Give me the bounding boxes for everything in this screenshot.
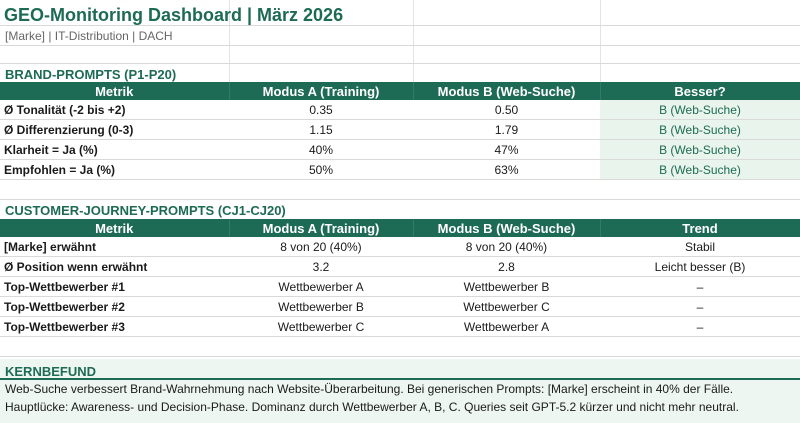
mode-a-cell[interactable]: 0.35 <box>229 100 413 120</box>
table-row: Top-Wettbewerber #3 Wettbewerber C Wettb… <box>0 316 800 337</box>
column-header-better: Besser? <box>600 82 800 100</box>
table-row: [Marke] erwähnt 8 von 20 (40%) 8 von 20 … <box>0 237 800 257</box>
mode-a-cell[interactable]: Wettbewerber B <box>229 296 413 317</box>
row-divider <box>0 63 800 64</box>
mode-b-cell[interactable]: 8 von 20 (40%) <box>413 237 600 257</box>
mode-a-cell[interactable]: 50% <box>229 159 413 180</box>
mode-b-cell[interactable]: 47% <box>413 139 600 160</box>
column-divider <box>600 0 601 84</box>
journey-table: Metrik Modus A (Training) Modus B (Web-S… <box>0 219 800 337</box>
better-cell[interactable]: B (Web-Suche) <box>600 159 800 180</box>
better-cell[interactable]: B (Web-Suche) <box>600 100 800 120</box>
brand-header-row: Metrik Modus A (Training) Modus B (Web-S… <box>0 82 800 100</box>
kernbefund-divider <box>0 378 800 380</box>
row-divider <box>0 25 800 26</box>
mode-b-cell[interactable]: Wettbewerber A <box>413 316 600 337</box>
table-row: Empfohlen = Ja (%) 50% 63% B (Web-Suche) <box>0 159 800 180</box>
trend-cell[interactable]: – <box>600 316 800 337</box>
trend-cell[interactable]: – <box>600 296 800 317</box>
kernbefund-panel <box>0 359 800 423</box>
kernbefund-line-1[interactable]: Web-Suche verbessert Brand-Wahrnehmung n… <box>5 382 734 396</box>
metric-cell[interactable]: Top-Wettbewerber #3 <box>0 316 229 337</box>
column-divider <box>229 0 230 84</box>
brand-section-title: BRAND-PROMPTS (P1-P20) <box>5 67 177 82</box>
metric-cell[interactable]: [Marke] erwähnt <box>0 237 229 257</box>
mode-b-cell[interactable]: 63% <box>413 159 600 180</box>
better-cell[interactable]: B (Web-Suche) <box>600 119 800 140</box>
table-row: Top-Wettbewerber #1 Wettbewerber A Wettb… <box>0 276 800 297</box>
table-row: Ø Tonalität (-2 bis +2) 0.35 0.50 B (Web… <box>0 100 800 120</box>
column-header-mode-b: Modus B (Web-Suche) <box>413 82 601 100</box>
mode-b-cell[interactable]: 2.8 <box>413 256 600 277</box>
mode-a-cell[interactable]: Wettbewerber C <box>229 316 413 337</box>
metric-cell[interactable]: Top-Wettbewerber #1 <box>0 276 229 297</box>
trend-cell[interactable]: – <box>600 276 800 297</box>
column-header-metric: Metrik <box>0 219 230 237</box>
kernbefund-title: KERNBEFUND <box>5 364 96 379</box>
better-cell[interactable]: B (Web-Suche) <box>600 139 800 160</box>
page-subtitle: [Marke] | IT-Distribution | DACH <box>5 29 173 43</box>
row-divider <box>0 356 800 357</box>
column-header-mode-b: Modus B (Web-Suche) <box>413 219 601 237</box>
table-row: Ø Position wenn erwähnt 3.2 2.8 Leicht b… <box>0 256 800 277</box>
trend-cell[interactable]: Stabil <box>600 237 800 257</box>
mode-b-cell[interactable]: 1.79 <box>413 119 600 140</box>
column-header-metric: Metrik <box>0 82 230 100</box>
journey-header-row: Metrik Modus A (Training) Modus B (Web-S… <box>0 219 800 237</box>
metric-cell[interactable]: Top-Wettbewerber #2 <box>0 296 229 317</box>
metric-cell[interactable]: Empfohlen = Ja (%) <box>0 159 229 180</box>
table-row: Top-Wettbewerber #2 Wettbewerber B Wettb… <box>0 296 800 317</box>
table-row: Klarheit = Ja (%) 40% 47% B (Web-Suche) <box>0 139 800 160</box>
table-row: Ø Differenzierung (0-3) 1.15 1.79 B (Web… <box>0 119 800 140</box>
column-header-trend: Trend <box>600 219 800 237</box>
mode-b-cell[interactable]: Wettbewerber C <box>413 296 600 317</box>
page-title: GEO-Monitoring Dashboard | März 2026 <box>4 5 344 25</box>
mode-a-cell[interactable]: 1.15 <box>229 119 413 140</box>
kernbefund-line-2[interactable]: Hauptlücke: Awareness- und Decision-Phas… <box>5 400 739 414</box>
mode-a-cell[interactable]: 8 von 20 (40%) <box>229 237 413 257</box>
mode-b-cell[interactable]: 0.50 <box>413 100 600 120</box>
metric-cell[interactable]: Klarheit = Ja (%) <box>0 139 229 160</box>
column-header-mode-a: Modus A (Training) <box>229 82 414 100</box>
trend-cell[interactable]: Leicht besser (B) <box>600 256 800 277</box>
mode-b-cell[interactable]: Wettbewerber B <box>413 276 600 297</box>
metric-cell[interactable]: Ø Position wenn erwähnt <box>0 256 229 277</box>
row-divider <box>0 45 800 46</box>
mode-a-cell[interactable]: Wettbewerber A <box>229 276 413 297</box>
column-divider <box>413 0 414 84</box>
row-divider <box>0 199 800 200</box>
metric-cell[interactable]: Ø Tonalität (-2 bis +2) <box>0 100 229 120</box>
column-header-mode-a: Modus A (Training) <box>229 219 414 237</box>
mode-a-cell[interactable]: 3.2 <box>229 256 413 277</box>
metric-cell[interactable]: Ø Differenzierung (0-3) <box>0 119 229 140</box>
brand-table: Metrik Modus A (Training) Modus B (Web-S… <box>0 82 800 180</box>
journey-section-title: CUSTOMER-JOURNEY-PROMPTS (CJ1-CJ20) <box>5 203 286 218</box>
mode-a-cell[interactable]: 40% <box>229 139 413 160</box>
